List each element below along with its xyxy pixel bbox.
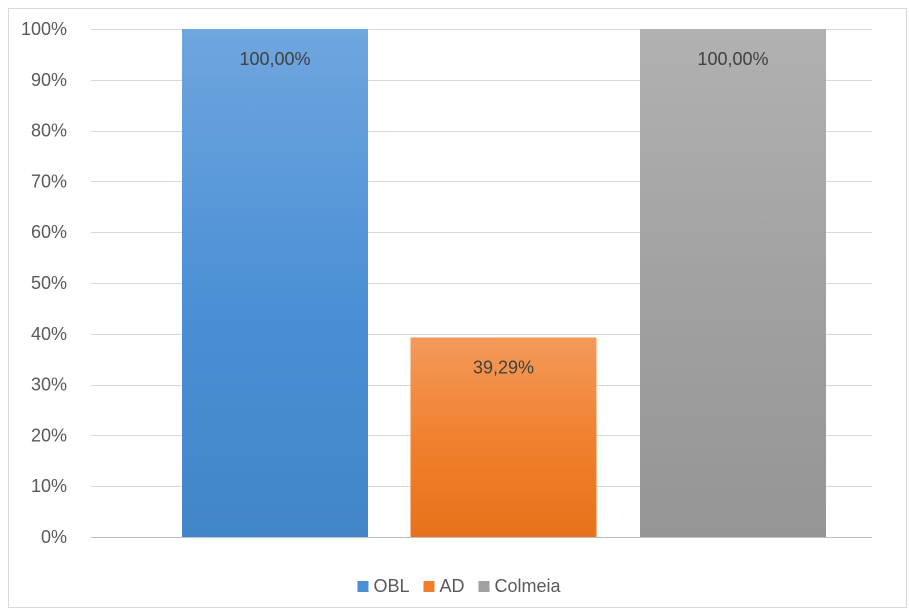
legend-label-colmeia: Colmeia (495, 576, 562, 596)
y-tick-label: 30% (31, 375, 67, 395)
y-axis: 0% 10% 20% 30% 40% 50% 60% 70% 80% 90% 100% (21, 19, 67, 547)
legend-swatch-ad (423, 581, 435, 592)
legend: OBL AD Colmeia (357, 576, 562, 596)
legend-swatch-colmeia (478, 581, 490, 592)
data-label-ad: 39,29% (473, 357, 534, 377)
y-tick-label: 80% (31, 121, 67, 141)
bar-obl (182, 29, 368, 537)
bar-colmeia (640, 29, 826, 537)
y-tick-label: 40% (31, 324, 67, 344)
y-tick-label: 100% (21, 19, 67, 39)
y-tick-label: 70% (31, 171, 67, 191)
y-tick-label: 10% (31, 476, 67, 496)
bars (182, 29, 826, 537)
y-tick-label: 60% (31, 222, 67, 242)
y-tick-label: 20% (31, 425, 67, 445)
y-tick-label: 0% (41, 527, 67, 547)
bar-ad (410, 337, 597, 537)
legend-label-ad: AD (439, 576, 464, 596)
y-tick-label: 90% (31, 70, 67, 90)
data-label-obl: 100,00% (239, 49, 310, 69)
data-labels: 100,00% 39,29% 100,00% (239, 49, 768, 377)
legend-swatch-obl (357, 581, 369, 592)
y-tick-label: 50% (31, 273, 67, 293)
legend-label-obl: OBL (373, 576, 409, 596)
data-label-colmeia: 100,00% (697, 49, 768, 69)
